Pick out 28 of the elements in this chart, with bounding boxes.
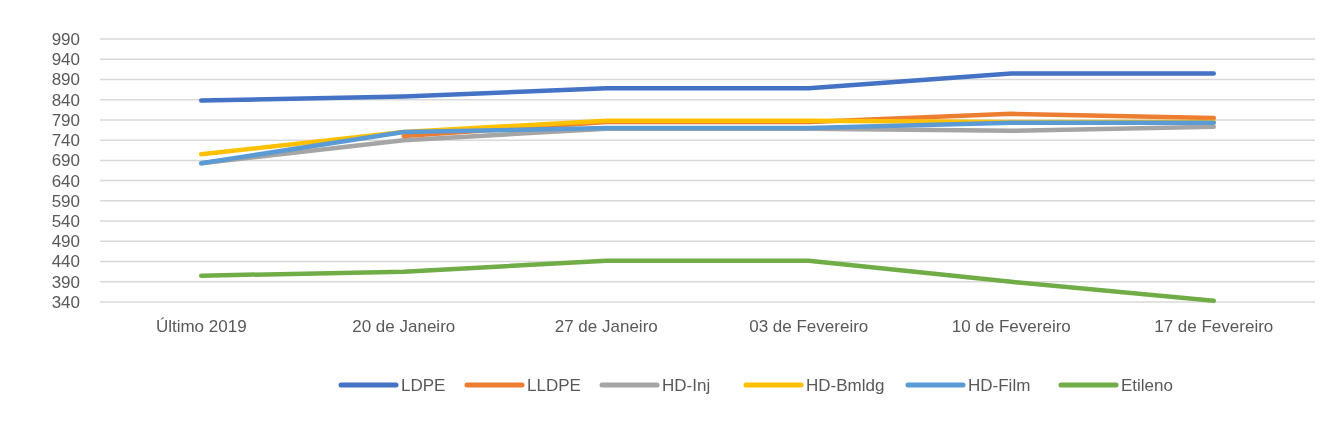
y-tick-label: 540 xyxy=(51,212,80,232)
y-tick-label: 990 xyxy=(51,29,80,49)
legend-label: LLDPE xyxy=(527,375,581,395)
x-tick-label: 10 de Fevereiro xyxy=(951,317,1071,336)
line-series xyxy=(199,71,1216,103)
legend-label: HD-Inj xyxy=(662,375,711,395)
y-tick-label: 940 xyxy=(51,50,80,70)
x-tick-label: 03 de Fevereiro xyxy=(749,317,869,336)
line-series xyxy=(199,258,1216,304)
y-tick-label: 890 xyxy=(51,70,80,90)
legend-label: HD-Film xyxy=(968,375,1031,395)
y-tick-label: 840 xyxy=(51,90,80,110)
legend-label: Etileno xyxy=(1121,375,1173,395)
legend-label: LDPE xyxy=(401,375,446,395)
y-tick-label: 440 xyxy=(51,252,80,272)
x-tick-label: 27 de Janeiro xyxy=(554,317,658,336)
x-tick-label: 20 de Janeiro xyxy=(352,317,456,336)
legend-label: HD-Bmldg xyxy=(806,375,885,395)
x-tick-label: 17 de Fevereiro xyxy=(1154,317,1274,336)
y-tick-label: 740 xyxy=(51,131,80,151)
y-tick-label: 490 xyxy=(51,232,80,252)
y-tick-label: 390 xyxy=(51,272,80,292)
y-tick-label: 690 xyxy=(51,151,80,171)
y-tick-label: 590 xyxy=(51,191,80,211)
y-tick-label: 640 xyxy=(51,171,80,191)
y-tick-label: 790 xyxy=(51,110,80,130)
x-tick-label: Último 2019 xyxy=(155,317,247,336)
y-tick-label: 340 xyxy=(51,292,80,312)
